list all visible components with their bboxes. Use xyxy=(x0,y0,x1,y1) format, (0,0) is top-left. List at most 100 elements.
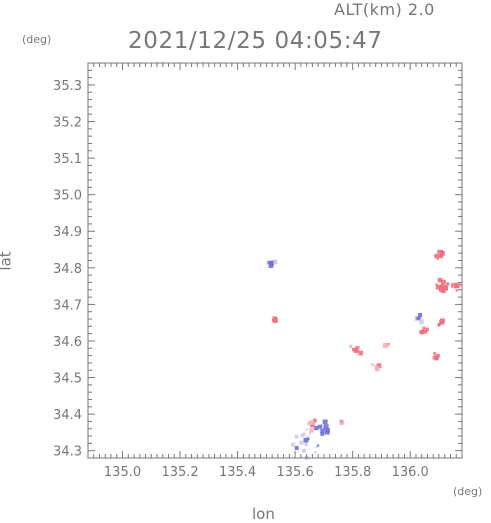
echo-cell xyxy=(291,442,296,447)
echo-patch xyxy=(267,259,278,269)
echo-cell xyxy=(294,446,299,451)
echo-cell xyxy=(442,285,446,289)
echo-cell xyxy=(418,317,421,320)
echo-patch xyxy=(435,277,450,293)
echo-cell xyxy=(304,442,308,447)
echo-cell xyxy=(314,425,319,431)
echo-cell xyxy=(433,352,436,355)
echo-patch xyxy=(434,249,445,260)
echo-cell xyxy=(267,260,271,265)
y-tick-label: 35.3 xyxy=(53,79,82,94)
echo-cell xyxy=(294,434,298,438)
echo-cell xyxy=(358,350,364,356)
echo-cell xyxy=(268,263,274,269)
echo-cell xyxy=(425,327,429,332)
echo-cell xyxy=(322,419,328,425)
echo-cell xyxy=(385,343,389,347)
echo-cell xyxy=(454,284,458,289)
echo-patch xyxy=(419,326,429,335)
echo-cell xyxy=(308,432,311,435)
echo-patch xyxy=(382,343,390,348)
echo-cell xyxy=(423,329,428,334)
echo-cell xyxy=(322,427,326,430)
y-tick-label: 35.1 xyxy=(53,152,82,167)
echo-patch xyxy=(339,419,345,425)
x-tick-label: 135.2 xyxy=(161,465,198,480)
x-tick-label: 135.6 xyxy=(277,465,314,480)
y-tick-label: 34.5 xyxy=(53,372,82,387)
echo-cell xyxy=(306,428,309,431)
y-tick-label: 34.9 xyxy=(53,225,82,240)
x-tick-label: 136.0 xyxy=(392,465,429,480)
x-tick-label: 135.8 xyxy=(334,465,371,480)
echo-cell xyxy=(320,428,325,434)
x-tick-label: 135.4 xyxy=(219,465,256,480)
echo-cell xyxy=(314,451,317,454)
echo-cell xyxy=(446,282,450,286)
echo-cell xyxy=(422,326,426,330)
echo-cell xyxy=(320,424,324,428)
echo-cell xyxy=(349,344,353,348)
y-tick-label: 34.6 xyxy=(53,335,82,350)
echo-cell xyxy=(437,249,442,254)
echo-cell xyxy=(299,440,304,445)
echo-patch xyxy=(317,419,330,436)
echo-cell xyxy=(436,257,439,260)
altitude-label: ALT(km) 2.0 xyxy=(334,0,435,19)
timestamp-title: 2021/12/25 04:05:47 xyxy=(128,28,383,54)
echo-patch xyxy=(371,363,382,372)
echo-cell xyxy=(315,446,318,449)
echo-patch xyxy=(271,315,278,324)
echo-cell xyxy=(387,343,390,346)
echo-cell xyxy=(374,366,380,372)
echo-cell xyxy=(317,424,322,429)
echo-cell xyxy=(273,318,278,324)
y-tick-label: 35.0 xyxy=(53,189,82,204)
y-tick-label: 35.2 xyxy=(53,116,82,131)
echo-cell xyxy=(310,423,315,428)
echo-cell xyxy=(441,279,446,285)
y-tick-label: 34.8 xyxy=(53,262,82,277)
echo-patch xyxy=(451,282,462,292)
echo-patch xyxy=(307,418,317,433)
echo-cell xyxy=(340,420,343,423)
echo-cell xyxy=(302,432,306,436)
echo-cell xyxy=(353,347,359,353)
echo-cell xyxy=(459,283,462,286)
y-tick-label: 34.7 xyxy=(53,298,82,313)
echo-cell xyxy=(355,345,358,349)
echo-cell xyxy=(438,254,443,259)
echo-cell xyxy=(440,318,445,324)
echo-cell xyxy=(376,363,382,368)
x-axis-label: lon xyxy=(252,505,275,523)
echo-cell xyxy=(371,363,374,366)
y-tick-label: 34.3 xyxy=(53,445,82,460)
echo-cell xyxy=(303,438,309,443)
echo-cell xyxy=(273,259,278,264)
echo-cell xyxy=(323,424,329,430)
echo-cell xyxy=(312,418,317,423)
echo-cell xyxy=(416,316,420,321)
echo-patch xyxy=(349,344,364,356)
echo-patch xyxy=(432,352,440,361)
x-tick-label: 135.0 xyxy=(104,465,141,480)
echo-cell xyxy=(435,283,438,286)
echo-patch xyxy=(437,318,445,327)
echo-cell xyxy=(309,428,314,433)
y-axis-unit: (deg) xyxy=(22,33,52,46)
x-axis-unit: (deg) xyxy=(453,485,483,498)
y-tick-label: 34.4 xyxy=(53,408,82,423)
echo-cell xyxy=(438,287,444,293)
axis-ticks: 135.0 135.2 135.4 135.6 135.8 136.0 34.3 34.4 34… xyxy=(53,62,463,480)
echo-cell xyxy=(435,284,441,290)
echo-cell xyxy=(419,319,424,325)
echo-cell xyxy=(352,348,356,352)
echo-cell xyxy=(307,421,311,426)
echo-cell xyxy=(434,253,439,259)
echo-cell xyxy=(270,260,274,264)
echo-cell xyxy=(455,289,458,292)
echo-patch xyxy=(414,313,424,325)
echo-cell xyxy=(372,364,375,367)
echo-cell xyxy=(309,421,313,425)
